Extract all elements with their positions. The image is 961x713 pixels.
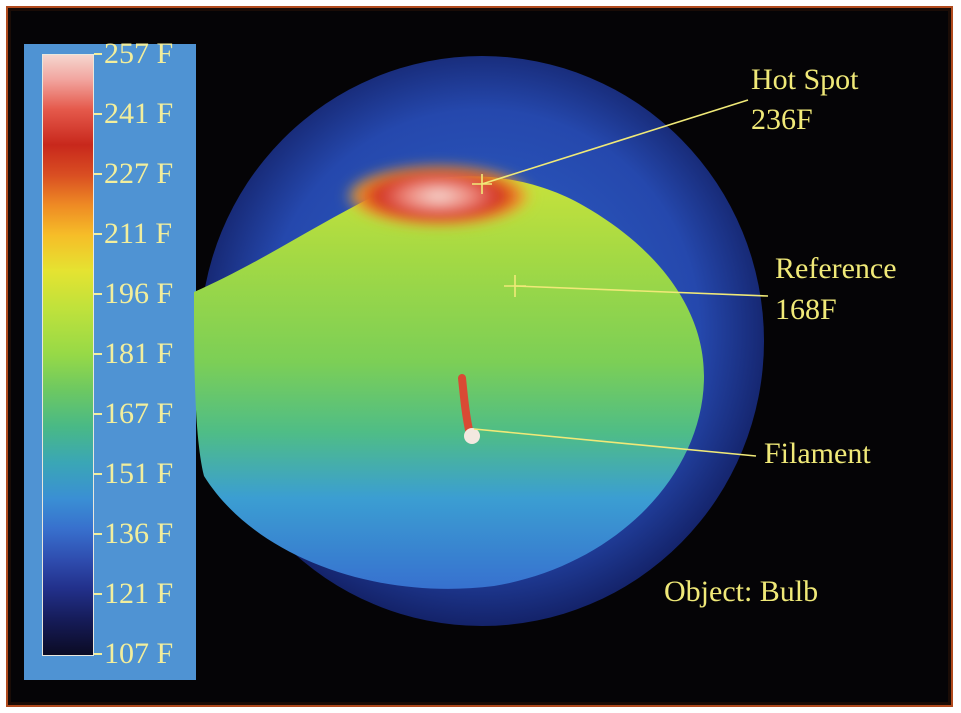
filament-base xyxy=(464,428,480,444)
scale-tick-label: 107 F xyxy=(94,639,173,669)
scale-tick-label: 227 F xyxy=(94,159,173,189)
hot-spot-region xyxy=(344,164,534,228)
bulb-warm-body xyxy=(194,176,704,589)
filament-label: Filament xyxy=(764,437,871,470)
scale-tick-label: 151 F xyxy=(94,459,173,489)
hot-spot-leader xyxy=(481,99,749,185)
temperature-color-bar xyxy=(42,54,94,656)
hot-spot-label: Hot Spot xyxy=(751,63,859,96)
reference-label: Reference xyxy=(775,252,897,285)
scale-tick-label: 181 F xyxy=(94,339,173,369)
reference-leader xyxy=(514,285,769,297)
scale-tick-label: 257 F xyxy=(94,39,173,69)
filament-leader xyxy=(473,428,757,457)
scale-tick-label: 241 F xyxy=(94,99,173,129)
scale-tick-label: 167 F xyxy=(94,399,173,429)
object-label: Object: Bulb xyxy=(664,575,819,608)
hot-spot-value: 236F xyxy=(751,103,813,136)
thermal-image-frame: 257 F 241 F 227 F 211 F 196 F 181 F 167 … xyxy=(6,6,953,707)
scale-tick-label: 196 F xyxy=(94,279,173,309)
annotation-leaders xyxy=(472,99,769,457)
scale-tick-label: 136 F xyxy=(94,519,173,549)
bulb-thermal-image xyxy=(194,56,764,626)
scale-tick-label: 211 F xyxy=(94,219,172,249)
scale-tick-label: 121 F xyxy=(94,579,173,609)
temperature-scale-panel: 257 F 241 F 227 F 211 F 196 F 181 F 167 … xyxy=(24,39,196,680)
reference-value: 168F xyxy=(775,293,837,326)
